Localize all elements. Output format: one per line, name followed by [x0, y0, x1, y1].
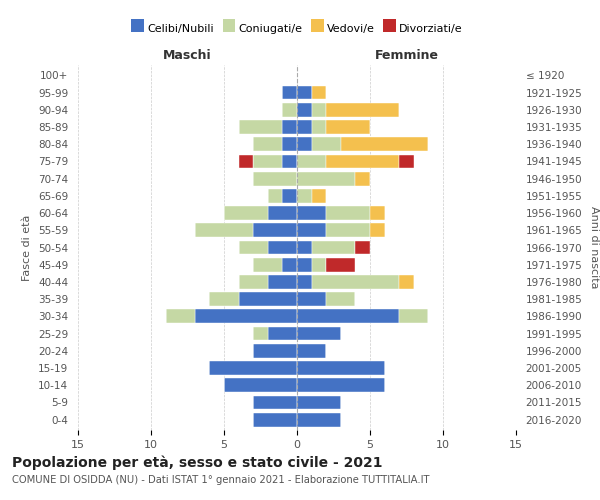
- Bar: [297, 275, 311, 289]
- Bar: [224, 378, 297, 392]
- Bar: [326, 224, 370, 237]
- Bar: [268, 326, 297, 340]
- Text: Maschi: Maschi: [163, 50, 212, 62]
- Bar: [268, 189, 283, 202]
- Bar: [297, 344, 326, 358]
- Bar: [297, 138, 311, 151]
- Bar: [311, 258, 326, 272]
- Bar: [297, 120, 311, 134]
- Bar: [370, 224, 385, 237]
- Bar: [283, 86, 297, 100]
- Bar: [239, 240, 268, 254]
- Bar: [253, 258, 283, 272]
- Bar: [239, 292, 297, 306]
- Bar: [326, 154, 399, 168]
- Bar: [297, 310, 399, 324]
- Bar: [355, 240, 370, 254]
- Bar: [297, 224, 326, 237]
- Bar: [253, 172, 297, 185]
- Bar: [195, 310, 297, 324]
- Bar: [297, 206, 326, 220]
- Y-axis label: Fasce di età: Fasce di età: [22, 214, 32, 280]
- Bar: [239, 120, 283, 134]
- Bar: [399, 310, 428, 324]
- Bar: [297, 378, 385, 392]
- Text: Femmine: Femmine: [374, 50, 439, 62]
- Bar: [311, 120, 326, 134]
- Bar: [297, 154, 326, 168]
- Bar: [239, 154, 253, 168]
- Bar: [326, 292, 355, 306]
- Bar: [355, 172, 370, 185]
- Bar: [297, 103, 311, 117]
- Bar: [297, 292, 326, 306]
- Bar: [297, 396, 341, 409]
- Bar: [283, 258, 297, 272]
- Text: Popolazione per età, sesso e stato civile - 2021: Popolazione per età, sesso e stato civil…: [12, 455, 383, 469]
- Bar: [297, 326, 341, 340]
- Bar: [326, 103, 399, 117]
- Bar: [268, 275, 297, 289]
- Bar: [209, 361, 297, 375]
- Bar: [297, 413, 341, 426]
- Bar: [311, 86, 326, 100]
- Bar: [297, 240, 311, 254]
- Bar: [326, 206, 370, 220]
- Bar: [297, 361, 385, 375]
- Bar: [311, 138, 341, 151]
- Bar: [311, 240, 355, 254]
- Bar: [283, 103, 297, 117]
- Bar: [297, 189, 311, 202]
- Bar: [341, 138, 428, 151]
- Bar: [297, 172, 355, 185]
- Bar: [253, 154, 283, 168]
- Bar: [311, 189, 326, 202]
- Y-axis label: Anni di nascita: Anni di nascita: [589, 206, 599, 289]
- Bar: [253, 413, 297, 426]
- Bar: [253, 396, 297, 409]
- Bar: [209, 292, 239, 306]
- Bar: [253, 224, 297, 237]
- Bar: [297, 258, 311, 272]
- Bar: [253, 344, 297, 358]
- Bar: [283, 189, 297, 202]
- Bar: [311, 275, 399, 289]
- Bar: [283, 154, 297, 168]
- Bar: [268, 206, 297, 220]
- Bar: [297, 86, 311, 100]
- Text: COMUNE DI OSIDDA (NU) - Dati ISTAT 1° gennaio 2021 - Elaborazione TUTTITALIA.IT: COMUNE DI OSIDDA (NU) - Dati ISTAT 1° ge…: [12, 475, 430, 485]
- Bar: [311, 103, 326, 117]
- Bar: [283, 138, 297, 151]
- Legend: Celibi/Nubili, Coniugati/e, Vedovi/e, Divorziati/e: Celibi/Nubili, Coniugati/e, Vedovi/e, Di…: [127, 20, 467, 38]
- Bar: [268, 240, 297, 254]
- Bar: [239, 275, 268, 289]
- Bar: [253, 138, 283, 151]
- Bar: [326, 258, 355, 272]
- Bar: [370, 206, 385, 220]
- Bar: [399, 275, 414, 289]
- Bar: [399, 154, 414, 168]
- Bar: [224, 206, 268, 220]
- Bar: [195, 224, 253, 237]
- Bar: [166, 310, 195, 324]
- Bar: [326, 120, 370, 134]
- Bar: [253, 326, 268, 340]
- Bar: [283, 120, 297, 134]
